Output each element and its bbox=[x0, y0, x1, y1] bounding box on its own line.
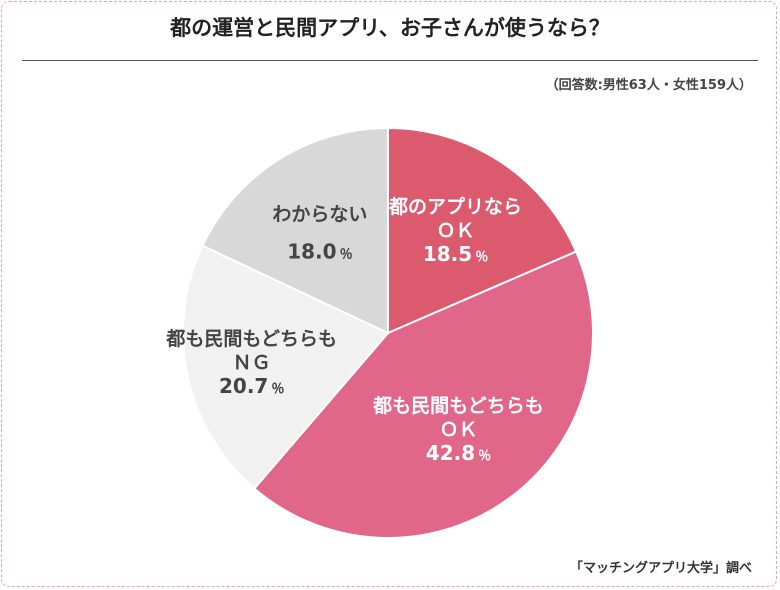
pie-slice-1 bbox=[387, 126, 578, 335]
slice-value-number: 20.7 bbox=[219, 374, 268, 398]
slice-category-text: 都も民間もどちらも bbox=[165, 328, 337, 350]
slice-value-number: 18.0 bbox=[287, 240, 336, 264]
slice-category-text: 都も民間もどちらも bbox=[372, 395, 544, 417]
slice-value-text: 42.8 ％ bbox=[426, 441, 491, 465]
slice-value-unit: ％ bbox=[478, 449, 491, 464]
slice-value-unit: ％ bbox=[271, 382, 284, 397]
slice-label-4: わからない 18.0 ％ bbox=[272, 204, 367, 264]
slice-value-text: 20.7 ％ bbox=[219, 374, 284, 398]
pie-slice-2 bbox=[252, 250, 594, 539]
slice-category-text: ＮＧ bbox=[233, 352, 271, 374]
slice-value-unit: ％ bbox=[475, 250, 488, 265]
slice-value-text: 18.5 ％ bbox=[423, 242, 488, 266]
respondent-note: （回答数:男性63人・女性159人） bbox=[545, 78, 752, 93]
title-divider bbox=[22, 60, 758, 61]
slice-category-text: わからない bbox=[272, 204, 367, 226]
pie-slice-3 bbox=[182, 244, 390, 490]
slice-value-number: 18.5 bbox=[423, 242, 472, 266]
chart-title: 都の運営と民間アプリ、お子さんが使うなら？ bbox=[170, 16, 610, 40]
slice-value-unit: ％ bbox=[340, 248, 353, 263]
pie-slice-4 bbox=[201, 126, 389, 335]
slice-category-text: ＯＫ bbox=[437, 220, 475, 242]
slice-category-text: 都のアプリなら bbox=[388, 195, 522, 218]
slice-value-number: 42.8 bbox=[426, 441, 475, 465]
source-credit: 「マッチングアプリ大学」調べ bbox=[569, 561, 752, 576]
slice-value-text: 18.0 ％ bbox=[287, 240, 352, 264]
slice-category-text: ＯＫ bbox=[439, 419, 477, 441]
